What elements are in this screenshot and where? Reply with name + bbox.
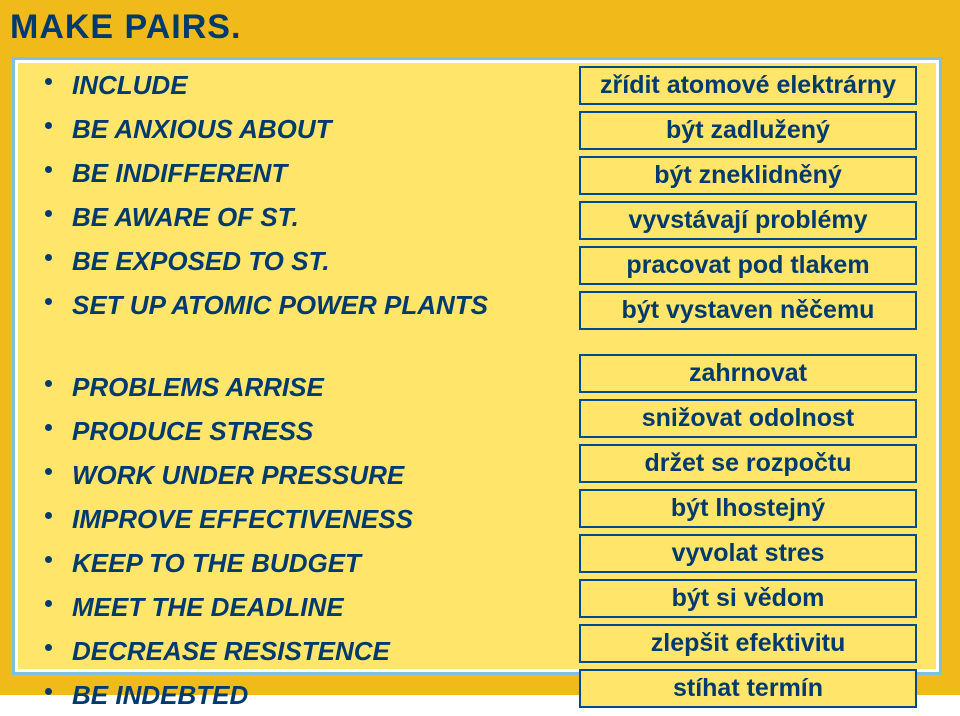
right-box-bottom-4: vyvolat stres xyxy=(579,534,917,573)
bullet-icon xyxy=(45,468,52,475)
bullet-text: KEEP TO THE BUDGET xyxy=(72,542,361,584)
right-box-top-5: být vystaven něčemu xyxy=(579,291,917,330)
bullet-icon xyxy=(45,380,52,387)
left-item-top-0: INCLUDE xyxy=(45,64,559,106)
right-box-bottom-2: držet se rozpočtu xyxy=(579,444,917,483)
left-item-bottom-2: WORK UNDER PRESSURE xyxy=(45,454,559,496)
right-gap xyxy=(579,336,917,354)
bullet-text: PRODUCE STRESS xyxy=(72,410,313,452)
left-item-bottom-4: KEEP TO THE BUDGET xyxy=(45,542,559,584)
bullet-text: IMPROVE EFFECTIVENESS xyxy=(72,498,413,540)
page-title: MAKE PAIRS. xyxy=(10,8,241,47)
bullet-icon xyxy=(45,512,52,519)
left-item-bottom-5: MEET THE DEADLINE xyxy=(45,586,559,628)
right-box-top-0: zřídit atomové elektrárny xyxy=(579,66,917,105)
bullet-text: MEET THE DEADLINE xyxy=(72,586,344,628)
bullet-icon xyxy=(45,600,52,607)
right-box-top-3: vyvstávají problémy xyxy=(579,201,917,240)
right-box-bottom-7: stíhat termín xyxy=(579,669,917,708)
left-item-top-1: BE ANXIOUS ABOUT xyxy=(45,108,559,150)
bullet-text: SET UP ATOMIC POWER PLANTS xyxy=(72,284,488,326)
right-box-bottom-0: zahrnovat xyxy=(579,354,917,393)
right-column: zřídit atomové elektrárny být zadlužený bý… xyxy=(569,60,939,672)
right-box-bottom-3: být lhostejný xyxy=(579,489,917,528)
right-box-bottom-5: být si vědom xyxy=(579,579,917,618)
left-item-top-3: BE AWARE OF ST. xyxy=(45,196,559,238)
right-box-top-2: být zneklidněný xyxy=(579,156,917,195)
left-item-bottom-1: PRODUCE STRESS xyxy=(45,410,559,452)
content-box: INCLUDEBE ANXIOUS ABOUTBE INDIFFERENTBE … xyxy=(12,57,942,675)
left-item-bottom-7: BE INDEBTED xyxy=(45,674,559,716)
bullet-icon xyxy=(45,644,52,651)
left-item-top-2: BE INDIFFERENT xyxy=(45,152,559,194)
bullet-icon xyxy=(45,254,52,261)
bullet-text: BE AWARE OF ST. xyxy=(72,196,299,238)
page: MAKE PAIRS. INCLUDEBE ANXIOUS ABOUTBE IN… xyxy=(0,0,960,695)
bullet-icon xyxy=(45,556,52,563)
bullet-icon xyxy=(45,210,52,217)
left-item-top-5: SET UP ATOMIC POWER PLANTS xyxy=(45,284,559,326)
left-column: INCLUDEBE ANXIOUS ABOUTBE INDIFFERENTBE … xyxy=(15,60,569,672)
left-item-top-4: BE EXPOSED TO ST. xyxy=(45,240,559,282)
bullet-icon xyxy=(45,78,52,85)
left-item-bottom-0: PROBLEMS ARRISE xyxy=(45,366,559,408)
bullet-text: DECREASE RESISTENCE xyxy=(72,630,390,672)
bullet-icon xyxy=(45,688,52,695)
right-box-bottom-6: zlepšit efektivitu xyxy=(579,624,917,663)
bullet-text: INCLUDE xyxy=(72,64,188,106)
bullet-icon xyxy=(45,122,52,129)
bullet-text: WORK UNDER PRESSURE xyxy=(72,454,404,496)
right-box-bottom-1: snižovat odolnost xyxy=(579,399,917,438)
left-item-bottom-6: DECREASE RESISTENCE xyxy=(45,630,559,672)
bullet-text: PROBLEMS ARRISE xyxy=(72,366,324,408)
bullet-icon xyxy=(45,298,52,305)
bullet-text: BE ANXIOUS ABOUT xyxy=(72,108,332,150)
bullet-text: BE INDIFFERENT xyxy=(72,152,287,194)
bullet-icon xyxy=(45,166,52,173)
left-item-bottom-3: IMPROVE EFFECTIVENESS xyxy=(45,498,559,540)
right-box-top-1: být zadlužený xyxy=(579,111,917,150)
bullet-icon xyxy=(45,424,52,431)
bullet-text: BE INDEBTED xyxy=(72,674,248,716)
left-gap xyxy=(45,328,559,366)
right-box-top-4: pracovat pod tlakem xyxy=(579,246,917,285)
bullet-text: BE EXPOSED TO ST. xyxy=(72,240,330,282)
